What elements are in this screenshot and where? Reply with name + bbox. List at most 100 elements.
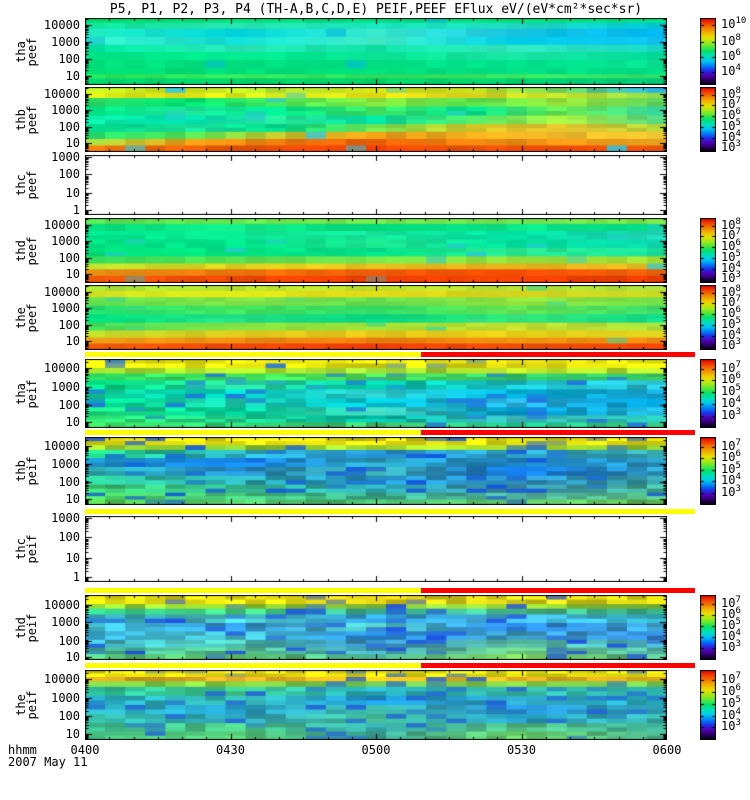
ytick-label-tha-peef: 1000: [51, 35, 80, 50]
colorbar-label-tha-peef: 108: [721, 33, 741, 49]
time-tick-label: 0500: [361, 743, 391, 757]
colorbar-label-thd-peif: 103: [721, 639, 741, 655]
time-tick-label: 0430: [216, 743, 245, 757]
colorbar-label-tha-peef: 106: [721, 47, 741, 63]
colorbar-label-thb-peef: 106: [721, 107, 741, 123]
ytick-label-tha-peef: 10: [65, 68, 80, 83]
ytick-label-thd-peif: 10000: [43, 597, 80, 612]
colorbar-label-the-peif: 105: [721, 694, 741, 710]
spectrogram-thc-peif: [85, 516, 667, 582]
mode-bar-tha-peif: [85, 352, 422, 357]
ytick-label-thc-peef: 10: [65, 185, 80, 200]
colorbar-label-tha-peif: 104: [721, 394, 741, 410]
colorbar-label-the-peif: 104: [721, 706, 741, 722]
date-label: 2007 May 11: [8, 755, 88, 769]
colorbar-label-the-peef: 103: [721, 337, 741, 353]
colorbar-label-thb-peif: 105: [721, 460, 741, 476]
time-axis-format-label: hhmm: [8, 743, 37, 757]
colorbar-label-thd-peif: 106: [721, 606, 741, 622]
colorbar-label-thb-peef: 108: [721, 85, 741, 101]
chart-title: P5, P1, P2, P3, P4 (TH-A,B,C,D,E) PEIF,P…: [109, 2, 643, 17]
colorbar-label-thd-peef: 106: [721, 238, 741, 254]
mode-bar-the-peif: [85, 663, 422, 668]
time-tick-label: 0530: [507, 743, 536, 757]
ytick-label-tha-peif: 10: [65, 414, 80, 429]
mode-bar-thb-peif: [85, 430, 422, 435]
colorbar-label-the-peif: 103: [721, 718, 741, 734]
spectrogram-thb-peif: [85, 437, 667, 505]
ytick-label-thc-peef: 100: [58, 167, 80, 182]
colorbar-label-thb-peef: 103: [721, 139, 741, 155]
ytick-label-the-peef: 1000: [51, 301, 80, 316]
mode-bar-the-peif: [421, 663, 695, 668]
colorbar-label-thb-peef: 104: [721, 128, 741, 144]
colorbar-label-thb-peif: 107: [721, 437, 741, 453]
colorbar-label-thb-peif: 103: [721, 483, 741, 499]
ytick-label-thd-peef: 10000: [43, 217, 80, 232]
ytick-label-thc-peif: 100: [58, 530, 80, 545]
ytick-label-thb-peif: 10000: [43, 438, 80, 453]
ytick-label-the-peif: 10000: [43, 672, 80, 687]
spectrogram-thd-peif: [85, 595, 667, 660]
spectrogram-the-peef: [85, 285, 667, 350]
ytick-label-thb-peef: 1000: [51, 103, 80, 118]
ytick-label-thd-peif: 100: [58, 633, 80, 648]
mode-bar-thb-peif: [421, 430, 695, 435]
colorbar-label-tha-peif: 106: [721, 371, 741, 387]
colorbar-label-thd-peef: 103: [721, 270, 741, 286]
colorbar-label-the-peef: 105: [721, 315, 741, 331]
colorbar-label-tha-peef: 1010: [721, 15, 747, 31]
colorbar-label-the-peif: 107: [721, 670, 741, 686]
spectrogram-tha-peef: [85, 18, 667, 85]
ytick-label-thb-peif: 1000: [51, 457, 80, 472]
ytick-label-tha-peef: 100: [58, 51, 80, 66]
ytick-label-tha-peif: 10000: [43, 360, 80, 375]
colorbar-the-peef: [700, 285, 716, 350]
ytick-label-thc-peif: 1000: [51, 510, 80, 525]
colorbar-label-thb-peif: 106: [721, 449, 741, 465]
colorbar-label-tha-peef: 104: [721, 63, 741, 79]
ytick-label-thd-peef: 100: [58, 250, 80, 265]
spectrogram-the-peif: [85, 670, 667, 740]
ytick-label-thc-peif: 10: [65, 550, 80, 565]
colorbar-label-thd-peef: 108: [721, 216, 741, 232]
ytick-label-thd-peef: 1000: [51, 234, 80, 249]
ytick-label-thc-peif: 1: [72, 569, 80, 584]
colorbar-label-thd-peif: 105: [721, 617, 741, 633]
colorbar-label-thb-peif: 104: [721, 472, 741, 488]
spectrogram-thc-peef: [85, 155, 667, 215]
colorbar-label-thd-peif: 107: [721, 595, 741, 611]
colorbar-thd-peif: [700, 595, 716, 660]
colorbar-label-thb-peef: 105: [721, 117, 741, 133]
time-tick-label: 0600: [652, 743, 682, 757]
ytick-label-the-peif: 100: [58, 709, 80, 724]
colorbar-label-thd-peef: 105: [721, 248, 741, 264]
colorbar-label-the-peef: 106: [721, 305, 741, 321]
ytick-label-thc-peef: 1000: [51, 149, 80, 164]
colorbar-label-tha-peif: 107: [721, 359, 741, 375]
colorbar-label-thd-peif: 104: [721, 628, 741, 644]
mode-bar-thd-peif: [85, 588, 422, 593]
colorbar-label-tha-peif: 105: [721, 383, 741, 399]
colorbar-thb-peif: [700, 437, 716, 505]
ytick-label-thb-peif: 10: [65, 491, 80, 506]
time-tick-label: 0400: [70, 743, 100, 757]
ytick-label-the-peif: 10: [65, 726, 80, 741]
ytick-label-thd-peef: 10: [65, 266, 80, 281]
ytick-label-the-peif: 1000: [51, 691, 80, 705]
ytick-label-tha-peif: 1000: [51, 379, 80, 394]
spectrogram-thd-peef: [85, 218, 667, 283]
mode-bar-thd-peif: [421, 588, 695, 593]
ytick-label-thb-peef: 10000: [43, 86, 80, 101]
colorbar-label-thd-peef: 107: [721, 227, 741, 243]
ytick-label-thb-peef: 100: [58, 119, 80, 134]
mode-bar-tha-peif: [421, 352, 695, 357]
ytick-label-tha-peif: 100: [58, 397, 80, 412]
ytick-label-thd-peif: 10: [65, 649, 80, 664]
colorbar-tha-peef: [700, 18, 716, 85]
colorbar-thd-peef: [700, 218, 716, 283]
ytick-label-thb-peef: 10: [65, 135, 80, 150]
colorbar-label-thb-peef: 107: [721, 96, 741, 112]
ytick-label-thd-peif: 1000: [51, 615, 80, 630]
